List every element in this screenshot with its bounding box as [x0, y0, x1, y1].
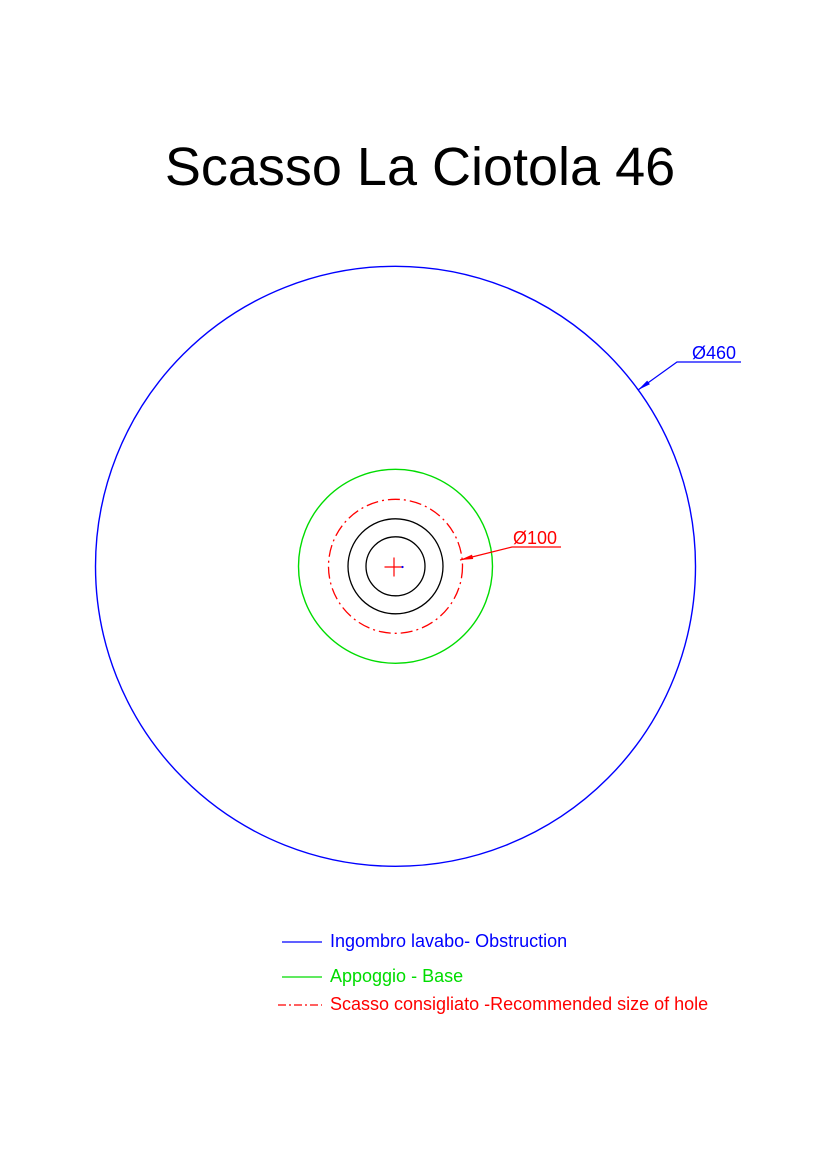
legend-item-base: Appoggio - Base	[282, 966, 463, 986]
drain-outer-circle	[347, 518, 444, 615]
obstruction-circle	[94, 265, 697, 867]
legend-label-obstruction: Ingombro lavabo- Obstruction	[330, 931, 567, 951]
outer-diameter-label: Ø460	[692, 343, 736, 363]
legend: Ingombro lavabo- Obstruction Appoggio - …	[278, 931, 708, 1014]
hole-circle	[327, 498, 464, 634]
page-title: Scasso La Ciotola 46	[165, 137, 675, 197]
outer-diameter-arrowhead	[638, 380, 650, 390]
base-circle	[297, 468, 494, 664]
legend-label-base: Appoggio - Base	[330, 966, 463, 986]
drain-inner-circle	[365, 536, 426, 597]
hole-diameter-arrowhead	[460, 554, 474, 560]
legend-item-hole: Scasso consigliato -Recommended size of …	[278, 994, 708, 1014]
hole-diameter-dimension: Ø100	[459, 528, 561, 561]
legend-label-hole: Scasso consigliato -Recommended size of …	[330, 994, 708, 1014]
hole-diameter-leader-line	[459, 546, 561, 561]
outer-diameter-leader-line	[637, 361, 741, 391]
center-mark	[384, 557, 404, 577]
legend-item-obstruction: Ingombro lavabo- Obstruction	[282, 931, 567, 951]
hole-diameter-label: Ø100	[513, 528, 557, 548]
center-point-dot	[401, 565, 404, 569]
outer-diameter-dimension: Ø460	[637, 343, 741, 391]
